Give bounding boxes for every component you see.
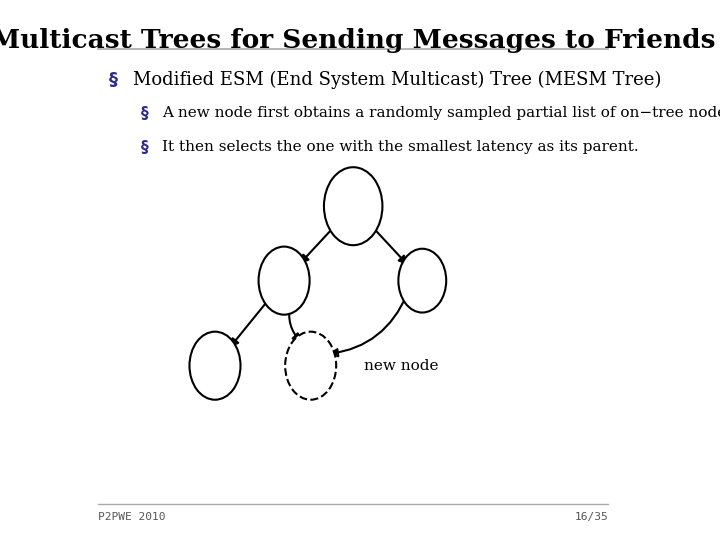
Text: §: § xyxy=(109,71,117,89)
Text: Modified ESM (End System Multicast) Tree (MESM Tree): Modified ESM (End System Multicast) Tree… xyxy=(132,71,661,89)
Text: A new node first obtains a randomly sampled partial list of on−tree nodes.: A new node first obtains a randomly samp… xyxy=(162,106,720,120)
Text: new node: new node xyxy=(364,359,438,373)
Text: Multicast Trees for Sending Messages to Friends: Multicast Trees for Sending Messages to … xyxy=(0,28,716,53)
FancyArrowPatch shape xyxy=(370,225,406,264)
FancyArrowPatch shape xyxy=(301,225,336,262)
Ellipse shape xyxy=(324,167,382,245)
Text: §: § xyxy=(140,140,148,155)
Ellipse shape xyxy=(285,332,336,400)
FancyArrowPatch shape xyxy=(231,299,270,346)
Text: 16/35: 16/35 xyxy=(575,512,608,522)
Text: It then selects the one with the smallest latency as its parent.: It then selects the one with the smalles… xyxy=(162,140,639,154)
FancyArrowPatch shape xyxy=(289,305,300,341)
Ellipse shape xyxy=(258,247,310,315)
Text: P2PWE 2010: P2PWE 2010 xyxy=(98,512,166,522)
Ellipse shape xyxy=(398,249,446,313)
FancyArrowPatch shape xyxy=(330,294,408,356)
Ellipse shape xyxy=(189,332,240,400)
Text: §: § xyxy=(140,106,148,122)
